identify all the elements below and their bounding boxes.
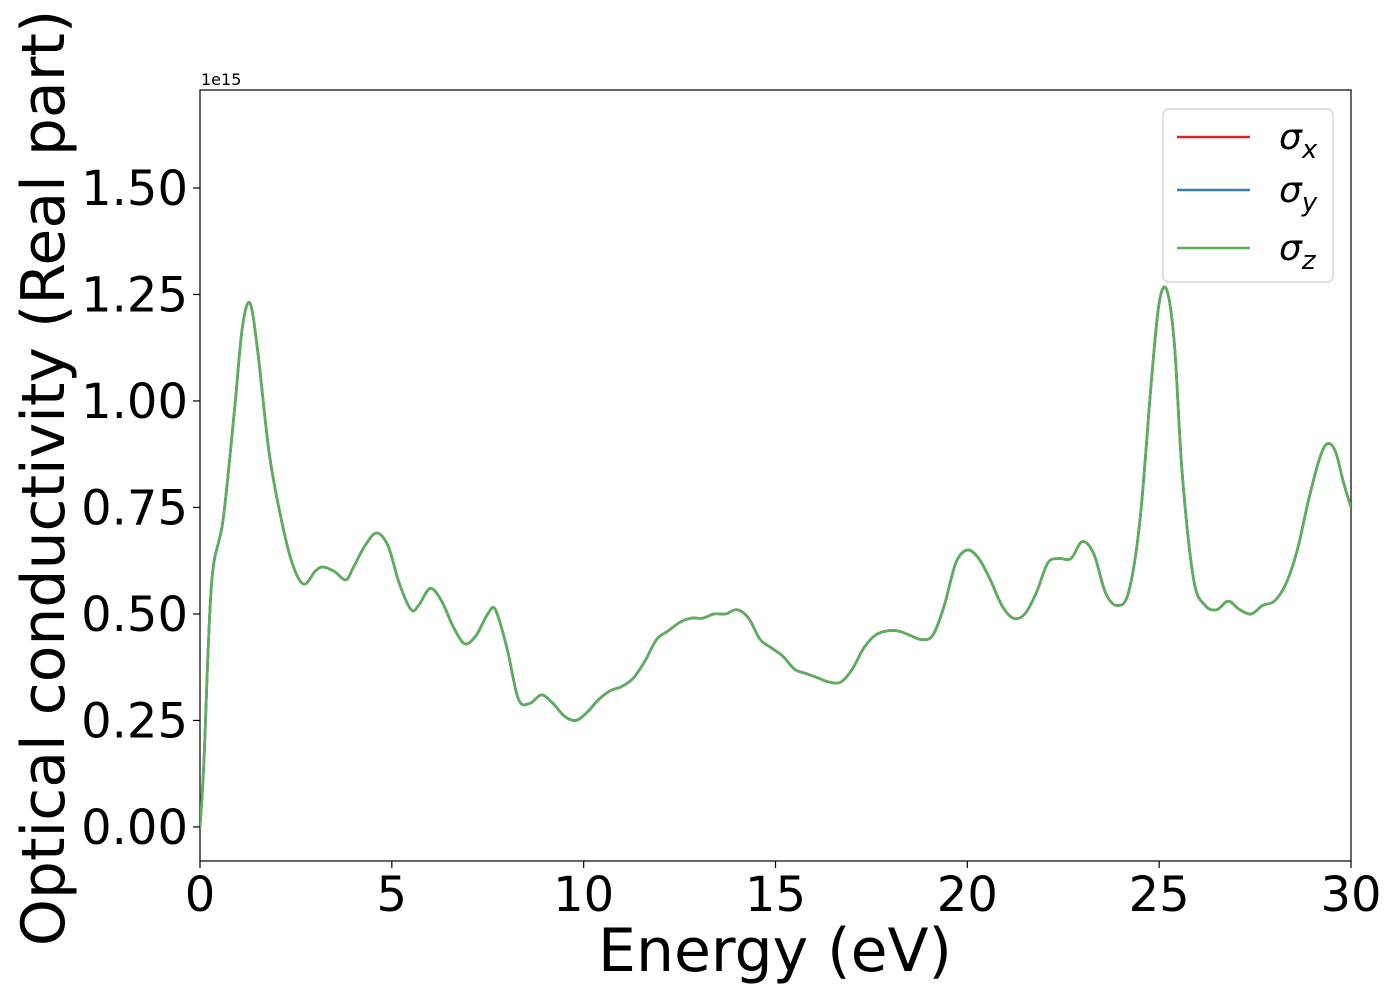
y-tick-label: 1.50 (81, 161, 188, 217)
series-lines (200, 285, 1351, 829)
series-line-z (200, 285, 1351, 829)
legend-label-x: σx (1279, 117, 1318, 165)
legend-entries: σx σy σz (1177, 117, 1318, 276)
x-tick-label: 30 (1320, 867, 1381, 923)
y-tick-label: 0.50 (81, 587, 188, 643)
x-tick-label: 5 (377, 867, 408, 923)
x-tick-label: 20 (937, 867, 998, 923)
x-tick-label: 0 (185, 867, 216, 923)
x-tick-label: 25 (1129, 867, 1190, 923)
y-tick-label: 0.75 (81, 480, 188, 536)
x-tick-label: 10 (553, 867, 614, 923)
legend-label-y: σy (1279, 170, 1318, 218)
x-tick-label: 15 (745, 867, 806, 923)
y-axis-ticks: 0.00 0.25 0.50 0.75 1.00 1.25 1.50 (81, 161, 200, 856)
legend-box (1162, 108, 1334, 283)
y-tick-label: 1.25 (81, 267, 188, 323)
x-axis-label: Energy (eV) (598, 916, 952, 986)
y-tick-label: 0.00 (81, 800, 188, 856)
y-axis-offset-text: 1e15 (201, 70, 241, 89)
legend-label-z: σz (1279, 228, 1317, 276)
x-axis-ticks: 0 5 10 15 20 25 30 (185, 861, 1382, 923)
y-tick-label: 0.25 (81, 693, 188, 749)
y-axis-label: Optical conductivity (Real part) (9, 10, 79, 947)
legend: σx σy σz (1162, 108, 1334, 283)
y-tick-label: 1.00 (81, 374, 188, 430)
